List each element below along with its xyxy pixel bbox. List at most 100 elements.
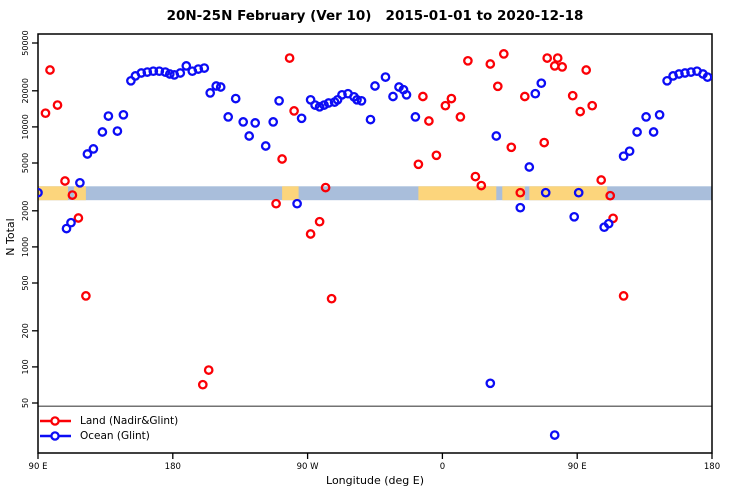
data-point-land [581,65,592,75]
y-axis-tick-label: 50 [21,398,30,408]
data-point-ocean [573,187,584,198]
data-point-ocean [292,198,302,209]
data-point-land [519,91,530,102]
data-point-ocean [112,126,123,136]
data-point-ocean [337,89,347,100]
x-axis-tick-label: 0 [440,462,445,472]
y-axis-tick-label: 100 [21,359,30,374]
data-point-ocean [380,72,391,82]
data-point-ocean [274,95,284,106]
data-point-ocean [662,75,672,86]
y-axis-tick-label: 10000 [21,114,30,139]
data-point-ocean [238,117,249,127]
x-axis-tick-label: 180 [704,462,720,472]
data-point-ocean [515,202,526,213]
data-point-ocean [199,63,210,73]
data-point-land [470,171,481,182]
data-point-ocean [211,81,222,91]
surface-band-land [418,186,497,201]
data-points [38,49,712,440]
data-point-ocean [268,117,279,127]
data-point-land [431,150,442,161]
x-axis-tick-label: 90 E [29,462,48,472]
data-point-ocean [61,223,72,234]
data-point-ocean [536,78,547,89]
data-point-land [463,55,473,66]
data-point-ocean [491,131,502,141]
data-point-ocean [618,151,629,162]
data-point-ocean [148,66,159,77]
data-point-land [81,291,91,301]
data-point-land [587,100,598,111]
data-point-land [552,53,563,63]
surface-band-land [38,186,68,201]
surface-band [38,186,712,201]
data-point-land [60,176,70,186]
data-point-ocean [82,149,93,159]
data-point-ocean [648,127,659,137]
data-point-land [289,106,299,116]
data-point-ocean [702,72,712,82]
data-point-ocean [250,118,261,128]
data-point-ocean [569,211,580,222]
data-point-ocean [540,187,551,198]
data-point-ocean [370,81,380,91]
data-point-ocean [103,111,114,121]
data-point-ocean [296,113,307,124]
data-point-ocean [230,93,241,104]
data-point-ocean [365,114,376,125]
legend: Land (Nadir&Glint) Ocean (Glint) [39,413,178,443]
data-point-land [314,216,325,227]
data-point-ocean [175,68,186,78]
data-point-land [506,142,517,153]
data-point-ocean [410,112,421,122]
data-point-land [485,59,496,69]
data-point-land [197,379,208,390]
data-point-land [446,93,457,104]
data-point-ocean [142,67,153,77]
y-axis-tick-label: 500 [21,275,30,290]
data-point-ocean [75,177,85,188]
surface-band-ocean [38,186,712,201]
data-point-ocean [66,217,76,228]
data-point-ocean [485,378,496,389]
data-point-ocean [530,88,541,99]
data-point-land [498,49,509,59]
data-point-land [413,159,424,170]
data-point-ocean [352,94,362,105]
y-axis-tick-label: 2000 [21,201,30,221]
data-point-ocean [323,98,334,108]
data-point-ocean [181,61,192,71]
data-point-ocean [549,430,560,440]
legend-item-ocean: Ocean (Glint) [39,428,178,443]
data-point-land [326,293,337,304]
y-axis-tick-label: 50000 [21,30,30,55]
y-axis-tick-label: 1000 [21,237,30,257]
data-point-land [40,108,51,119]
data-point-ocean [401,89,412,100]
data-point-ocean [654,109,665,120]
plot-border [37,33,713,454]
legend-label-ocean: Ocean (Glint) [80,429,150,442]
data-point-land [542,53,553,63]
data-point-ocean [632,127,642,137]
data-point-land [605,190,616,201]
legend-item-land: Land (Nadir&Glint) [39,413,178,428]
surface-band-land [282,186,299,201]
data-point-land [320,182,331,193]
data-point-ocean [356,95,367,106]
chart-title: 20N-25N February (Ver 10) 2015-01-01 to … [166,8,584,24]
legend-label-land: Land (Nadir&Glint) [80,414,179,427]
data-point-ocean [154,66,165,77]
data-point-land [549,61,560,71]
data-point-ocean [524,162,535,172]
y-axis-title: N Total [4,218,17,256]
data-point-land [67,190,78,200]
data-point-land [492,81,503,92]
data-point-land [271,198,281,209]
data-point-ocean [260,141,271,151]
data-point-ocean [641,112,651,122]
data-point-land [277,154,287,164]
data-point-ocean [215,82,226,92]
